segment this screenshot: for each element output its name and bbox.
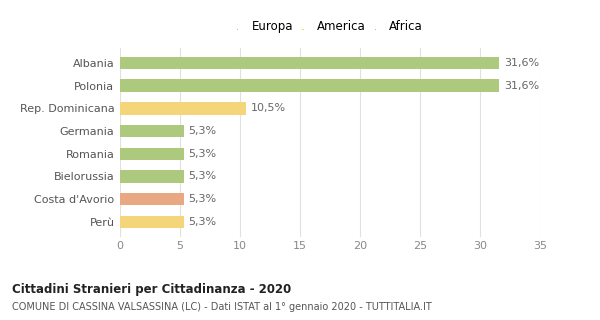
Bar bbox=[120, 125, 184, 137]
Bar bbox=[120, 148, 184, 160]
Bar bbox=[120, 193, 184, 205]
Text: 5,3%: 5,3% bbox=[188, 217, 217, 227]
Bar bbox=[120, 57, 499, 69]
Bar bbox=[120, 170, 184, 183]
Text: 31,6%: 31,6% bbox=[504, 81, 539, 91]
Text: 5,3%: 5,3% bbox=[188, 126, 217, 136]
Text: Cittadini Stranieri per Cittadinanza - 2020: Cittadini Stranieri per Cittadinanza - 2… bbox=[12, 283, 291, 296]
Bar bbox=[120, 216, 184, 228]
Legend: Europa, America, Africa: Europa, America, Africa bbox=[234, 16, 426, 36]
Bar bbox=[120, 79, 499, 92]
Text: 10,5%: 10,5% bbox=[251, 103, 286, 113]
Text: 31,6%: 31,6% bbox=[504, 58, 539, 68]
Text: 5,3%: 5,3% bbox=[188, 172, 217, 181]
Text: 5,3%: 5,3% bbox=[188, 149, 217, 159]
Text: COMUNE DI CASSINA VALSASSINA (LC) - Dati ISTAT al 1° gennaio 2020 - TUTTITALIA.I: COMUNE DI CASSINA VALSASSINA (LC) - Dati… bbox=[12, 302, 432, 312]
Bar bbox=[120, 102, 246, 115]
Text: 5,3%: 5,3% bbox=[188, 194, 217, 204]
